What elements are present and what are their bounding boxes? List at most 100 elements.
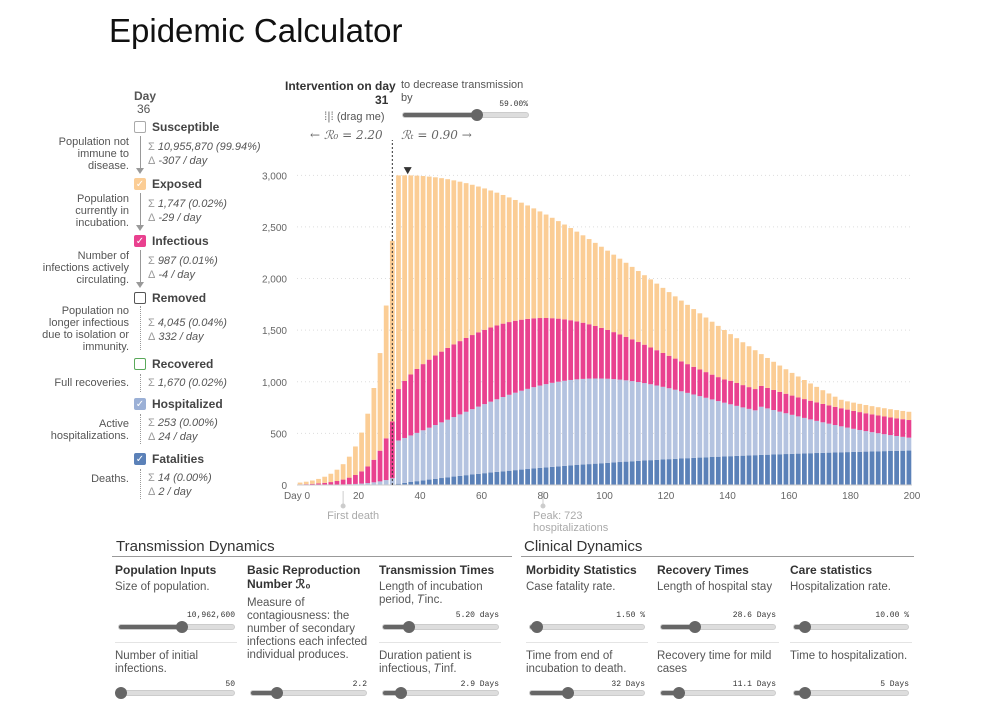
checkmark-icon[interactable]: ✓ [134,178,146,190]
slider-knob[interactable] [470,109,483,121]
checkmark-icon[interactable]: ✓ [134,453,146,465]
slider-knob[interactable] [799,621,812,633]
bar-segment [556,381,561,467]
incubation-slider[interactable] [382,621,499,633]
slider-knob[interactable] [561,687,574,699]
bar-segment [316,483,321,485]
time-to-death-slider[interactable] [529,687,645,699]
slider-knob[interactable] [395,687,408,699]
bar-segment [660,386,666,460]
bar-segment [451,476,457,485]
category-susceptible[interactable]: Susceptible [134,120,219,134]
bar-segment [863,431,869,452]
checkmark-icon[interactable]: ✓ [134,398,146,410]
susceptible-checkbox[interactable] [134,121,146,133]
bar-segment [758,354,764,386]
bar-segment [537,211,543,319]
bar-segment [525,205,530,319]
bar-segment [642,344,647,384]
bar-segment [715,377,721,402]
bar-segment [365,466,371,484]
infectious-slider[interactable] [382,687,499,699]
category-label: Hospitalized [152,397,223,411]
slider-knob[interactable] [530,621,543,633]
mild-recovery-slider[interactable] [660,687,776,699]
slider-knob[interactable] [799,687,812,699]
hospitalization-rate-slider[interactable] [793,621,909,633]
bar-segment [340,464,346,480]
bar-segment [562,319,567,381]
time-to-hospitalization-slider[interactable] [793,687,909,699]
category-fatalities[interactable]: ✓ Fatalities [134,452,204,466]
bar-segment [777,411,783,455]
param-desc: Size of population. [115,581,210,593]
slider-knob[interactable] [673,687,686,699]
slider-knob[interactable] [115,687,128,699]
recovered-checkbox[interactable] [134,358,146,370]
bar-segment [543,467,549,485]
category-recovered[interactable]: Recovered [134,357,213,371]
bar-segment [660,459,666,485]
bar-segment [752,350,758,390]
bar-segment [439,178,444,352]
hospital-stay-slider[interactable] [660,621,776,633]
time-to-death-value: 32 Days [611,680,645,689]
arrow-head-icon [136,282,144,288]
category-exposed[interactable]: ✓ Exposed [134,177,202,191]
category-removed[interactable]: Removed [134,291,206,305]
slider-knob[interactable] [271,687,284,699]
bar-segment [623,380,629,462]
fatality-rate-slider[interactable] [529,621,645,633]
removed-checkbox[interactable] [134,292,146,304]
hospitalization-rate-value: 10.00 % [875,611,909,620]
bar-segment [654,350,660,386]
r0-value: 2.2 [352,680,367,689]
sum-value: Σ 1,747 (0.02%) [148,198,227,210]
bar-segment [648,384,653,461]
bar-segment [476,473,481,485]
bar-segment [802,380,807,400]
bar-segment [439,422,444,479]
population-slider[interactable] [118,621,235,633]
category-hospitalized[interactable]: ✓ Hospitalized [134,397,223,411]
bar-segment [420,430,426,481]
drag-handle[interactable]: ⁞|⁞ (drag me) [324,109,385,123]
slider-knob[interactable] [689,621,702,633]
y-tick-label: 500 [270,429,287,440]
bar-segment [549,382,555,467]
bar-segment [832,452,838,485]
bar-segment [500,194,506,324]
slider-knob[interactable] [403,621,416,633]
slider-fill [119,625,183,629]
bar-segment [605,378,610,463]
decrease-slider[interactable] [402,109,529,121]
bar-segment [679,391,684,459]
x-tick-label: 120 [658,491,675,502]
category-infectious[interactable]: ✓ Infectious [134,234,209,248]
bar-segment [875,433,881,452]
bar-segment [457,341,463,415]
slider-knob[interactable] [176,621,189,633]
bar-segment [888,409,893,418]
bar-segment [414,481,420,485]
bar-segment [512,392,518,471]
divider [115,642,237,643]
initial-infections-slider[interactable] [115,687,235,699]
bar-segment [408,175,414,375]
bar-segment [439,351,444,423]
bar-segment [863,451,869,485]
checkmark-icon[interactable]: ✓ [134,235,146,247]
bar-segment [303,481,309,485]
bar-segment [488,190,494,328]
r0-slider[interactable] [250,687,367,699]
bar-segment [531,468,537,485]
bar-segment [463,183,469,338]
clinical-section-title: Clinical Dynamics [524,538,643,555]
bar-segment [900,436,906,451]
bar-segment [512,470,518,485]
bar-segment [599,463,604,485]
bar-segment [838,426,844,453]
bar-segment [469,335,475,410]
bar-segment [679,361,684,392]
bar-segment [599,378,604,464]
